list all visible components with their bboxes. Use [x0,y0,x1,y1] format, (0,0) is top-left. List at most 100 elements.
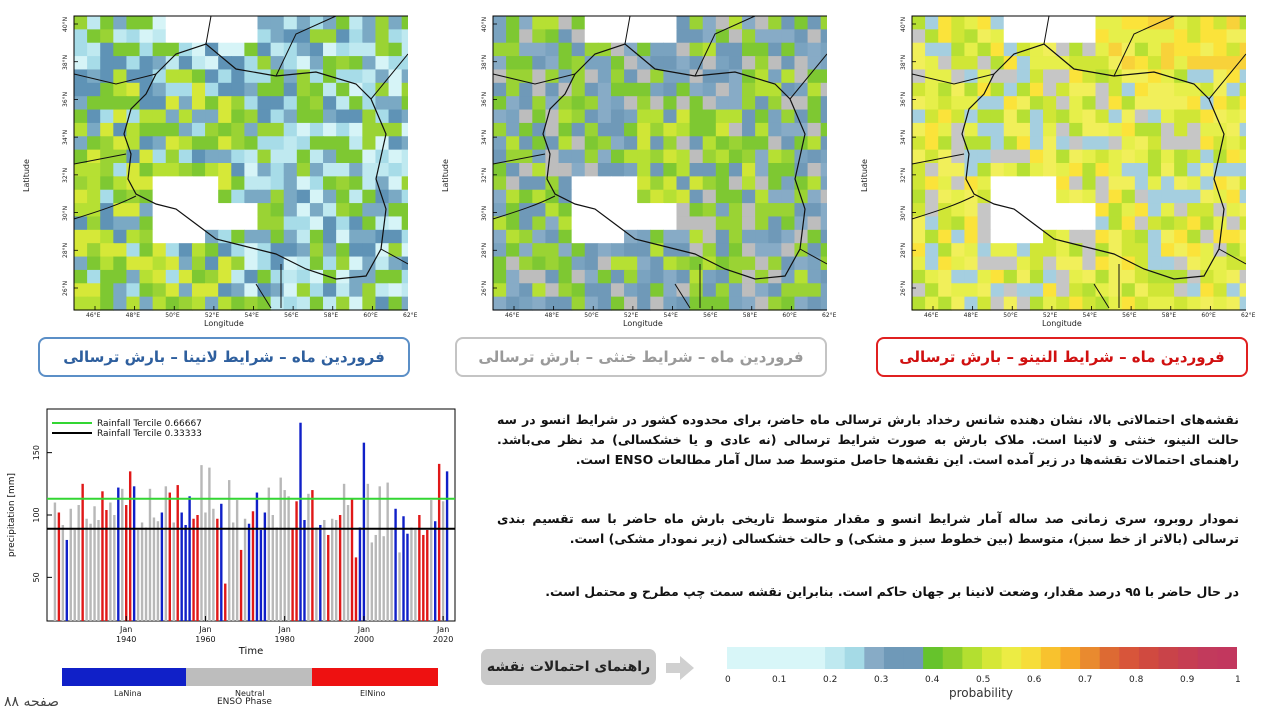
precip-bar [176,485,179,621]
precip-bar [354,557,358,621]
precip-bar [291,528,294,621]
precip-bar [65,539,69,621]
map-xtick-label: 48°E [963,312,979,319]
map-neutral: 46°E 48°E 50°E 52°E 54°E 56°E 58°E 60°E 62°E 40°N… [441,14,836,330]
map-ytick-label: 28°N [481,243,488,259]
precip-bar [366,483,370,621]
map-ytick-label: 40°N [481,16,488,32]
probability-color-cell [746,647,767,669]
precip-bar [342,483,346,621]
map-ytick-label: 28°N [62,243,69,259]
map-ytick-label: 32°N [481,167,488,183]
precip-bar [299,422,302,621]
precip-bar [382,536,385,621]
precip-bar [53,502,57,621]
map-title-neutral: فروردین ماه – شرایط خنثی – بارش ترسالی [455,337,827,377]
probability-color-cell [903,647,924,669]
enso-label-elnino: ElNino [360,689,386,698]
precip-bar [263,512,267,621]
ts-xtick-year: 2020 [433,635,453,644]
probability-color-cell [942,647,963,669]
map-ytick-label: 30°N [62,205,69,221]
precip-bar [172,522,175,621]
precip-bar [117,487,120,621]
probability-color-cell [1080,647,1101,669]
map-ytick-label: 34°N [481,130,488,146]
precip-bar [418,515,421,621]
ts-xtick-year: 1960 [195,635,215,644]
probability-color-cell [766,647,787,669]
precip-bar [338,515,342,621]
precip-bar [445,471,449,621]
precip-bar [216,518,219,621]
map-xtick-label: 58°E [323,312,339,319]
precip-bar [85,518,88,621]
precip-bar [212,508,215,621]
precip-bar [196,515,199,621]
map-ytick-label: 34°N [900,130,907,146]
map-xtick-label: 46°E [924,312,939,319]
enso-label-neutral: Neutral [235,689,265,698]
precip-bar [97,519,100,621]
map-guide-button[interactable]: راهنمای احتمالات نقشه [481,649,656,685]
precip-bar [144,527,148,621]
precip-bar [430,500,433,621]
map-ytick-label: 26°N [900,280,907,296]
probability-tick-label: 0.5 [976,675,991,685]
precip-bar [287,496,290,621]
probability-title: probability [949,686,1014,700]
precip-bar [441,501,445,621]
probability-color-cell [1099,647,1120,669]
ts-xtick-month: Jan [198,625,211,634]
map-xtick-label: 50°E [165,312,180,319]
precip-bar [128,471,132,621]
precip-bar [224,583,227,621]
precip-bar [200,465,203,621]
map-xtick-label: 52°E [204,312,220,319]
precip-bar [283,490,286,621]
map-xtick-label: 46°E [86,312,101,319]
enso-lanina-segment [62,668,186,686]
ts-ytick-label: 100 [32,507,41,522]
precip-bar [132,486,136,621]
precip-bar [239,549,243,621]
precip-bar [255,492,259,621]
probability-color-cell [1119,647,1140,669]
precip-bar [267,487,271,621]
map-xtick-label: 60°E [782,312,797,319]
precip-bar [77,505,80,621]
probability-tick-label: 0.2 [823,675,838,685]
map-ytick-label: 36°N [62,92,69,108]
precip-bar [323,519,326,621]
precip-bar [362,442,366,621]
enso-neutral-segment [186,668,312,686]
precip-bar [275,527,278,621]
precip-bar [204,512,207,621]
precip-bar [303,519,306,621]
legend-label: Rainfall Tercile 0.33333 [97,429,202,439]
probability-color-cell [923,647,944,669]
precip-bar [243,518,247,621]
probability-color-cell [1060,647,1081,669]
map-xtick-label: 52°E [1042,312,1058,319]
map-xtick-label: 50°E [584,312,599,319]
enso-label-lanina: LaNina [114,689,142,698]
precip-bar [228,480,231,621]
precip-bar [394,508,397,621]
precip-bar [327,534,330,621]
map-ytick-label: 38°N [62,54,69,70]
probability-color-cell [864,647,885,669]
precip-bar [89,523,92,621]
ts-xaxis-label: Time [238,646,263,655]
precip-bar [358,527,362,621]
probability-color-cell [785,647,806,669]
precip-bar [136,529,140,621]
precip-bar [93,506,96,621]
map-xtick-label: 58°E [1161,312,1177,319]
precip-bar [184,524,187,621]
precip-bar [168,492,171,621]
ts-xtick-year: 2000 [354,635,374,644]
precip-bar [406,533,409,621]
probability-colorbar [727,647,1238,669]
probability-color-cell [982,647,1003,669]
